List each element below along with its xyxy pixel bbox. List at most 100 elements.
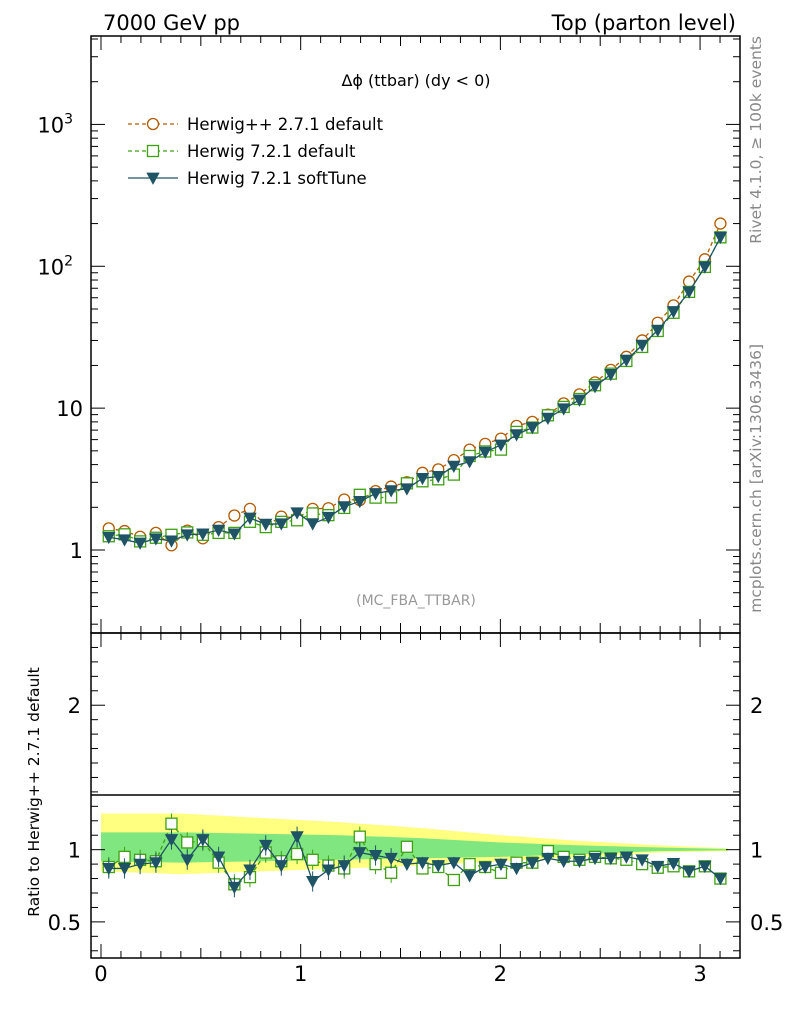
legend-label: Herwig 7.2.1 softTune [187, 169, 367, 188]
ratio-point [447, 857, 461, 870]
ratio-point [698, 860, 712, 874]
data-point [525, 422, 539, 435]
data-point [305, 518, 320, 531]
ratio-point [541, 852, 555, 866]
ratio-point [666, 857, 681, 871]
data-point [133, 537, 147, 550]
data-point [682, 286, 696, 299]
data-point [274, 518, 288, 531]
x-tick-label: 0 [94, 962, 107, 986]
data-point [149, 533, 163, 546]
ratio-point [181, 836, 194, 849]
ratio-point [713, 873, 728, 886]
ratio-y-axis-label: Ratio to Herwig++ 2.7.1 default [25, 667, 43, 916]
data-point [368, 488, 383, 501]
x-tick-label: 2 [494, 962, 507, 986]
legend-entry: Herwig 7.2.1 default [128, 142, 356, 161]
ratio-point [337, 860, 351, 873]
ratio-point [117, 863, 132, 876]
analysis-tag: (MC_FBA_TTBAR) [356, 593, 476, 609]
ratio-point [525, 857, 539, 870]
main-panel: 1 10 102 103 Δϕ (ttbar) (dy < 0) (MC_FBA_TT… [37, 35, 741, 634]
data-point [384, 485, 398, 498]
ratio-point [384, 852, 398, 866]
data-point [164, 535, 179, 548]
data-point [243, 512, 257, 525]
data-point [353, 496, 367, 509]
ratio-y-tick-label: 2 [68, 694, 81, 718]
ratio-panel: 0.5 0.5 1 1 2 2 0 1 2 3 Ratio to Herwig++ 2.7.1 d… [25, 632, 783, 986]
data-point [431, 471, 445, 484]
header-energy-label: 7000 GeV pp [103, 11, 240, 35]
legend-marker [146, 172, 160, 185]
legend-entry: Herwig 7.2.1 softTune [128, 169, 367, 188]
data-point [478, 446, 492, 459]
series-open-circle [102, 217, 727, 552]
plot-title: Δϕ (ttbar) (dy < 0) [341, 71, 490, 90]
ratio-uncertainty-bands [100, 813, 729, 875]
ratio-series [102, 813, 728, 898]
ratio-point [133, 858, 147, 871]
ratio-point [243, 864, 257, 877]
legend-label: Herwig++ 2.7.1 default [187, 115, 384, 134]
ratio-point [431, 860, 445, 873]
series-line [108, 237, 722, 543]
ratio-y-tick-label-right: 1 [750, 839, 763, 863]
ratio-panel-frame [90, 632, 741, 959]
main-y-tick-label: 103 [37, 111, 73, 137]
ratio-point [462, 870, 477, 883]
ratio-point [290, 847, 304, 861]
data-point [321, 511, 336, 525]
ratio-y-tick-label: 1 [68, 839, 81, 863]
data-point [290, 507, 304, 520]
series-line [108, 223, 722, 547]
series-filled-triangle-down [102, 231, 728, 550]
ratio-point [572, 855, 587, 869]
data-point [509, 429, 524, 442]
ratio-point [274, 860, 288, 873]
ratio-point [259, 839, 273, 853]
data-point [447, 460, 461, 473]
ratio-point [196, 834, 210, 847]
ratio-point [604, 852, 618, 866]
ratio-point [180, 854, 194, 867]
rivet-version-label: Rivet 4.1.0, ≥ 100k events [747, 36, 765, 244]
data-point [102, 531, 116, 545]
data-point [211, 524, 226, 537]
series-open-square [102, 231, 727, 548]
ratio-point [588, 852, 602, 866]
data-point [494, 439, 508, 452]
ratio-point [400, 840, 414, 853]
ratio-point [415, 857, 430, 870]
legend: Herwig++ 2.7.1 default Herwig 7.2.1 defau… [128, 115, 384, 188]
data-point [180, 529, 194, 542]
data-point [714, 217, 727, 230]
ratio-point [227, 881, 242, 895]
data-point [619, 354, 634, 367]
data-point [306, 507, 319, 520]
ratio-series-filled-triangle-down [102, 826, 728, 898]
ratio-line [108, 822, 721, 886]
data-point [541, 412, 555, 425]
ratio-point [509, 863, 524, 876]
ratio-point [651, 860, 665, 874]
ratio-point [164, 834, 179, 847]
x-tick-label: 1 [294, 962, 307, 986]
ratio-point [353, 847, 367, 860]
data-point [227, 528, 242, 541]
data-point [572, 394, 587, 407]
data-point [635, 339, 649, 352]
main-y-tick-label: 1 [70, 539, 83, 563]
ratio-point [447, 873, 460, 887]
legend-marker [146, 144, 160, 158]
ratio-point [149, 857, 163, 870]
data-point [228, 509, 241, 522]
legend-marker [146, 117, 160, 131]
data-point [604, 368, 618, 382]
ratio-axis-ticks: 0.5 0.5 1 1 2 2 0 1 2 3 [48, 632, 783, 986]
ratio-point [384, 866, 398, 879]
ratio-point [463, 857, 476, 871]
ratio-line [108, 835, 721, 889]
data-point [556, 403, 571, 416]
